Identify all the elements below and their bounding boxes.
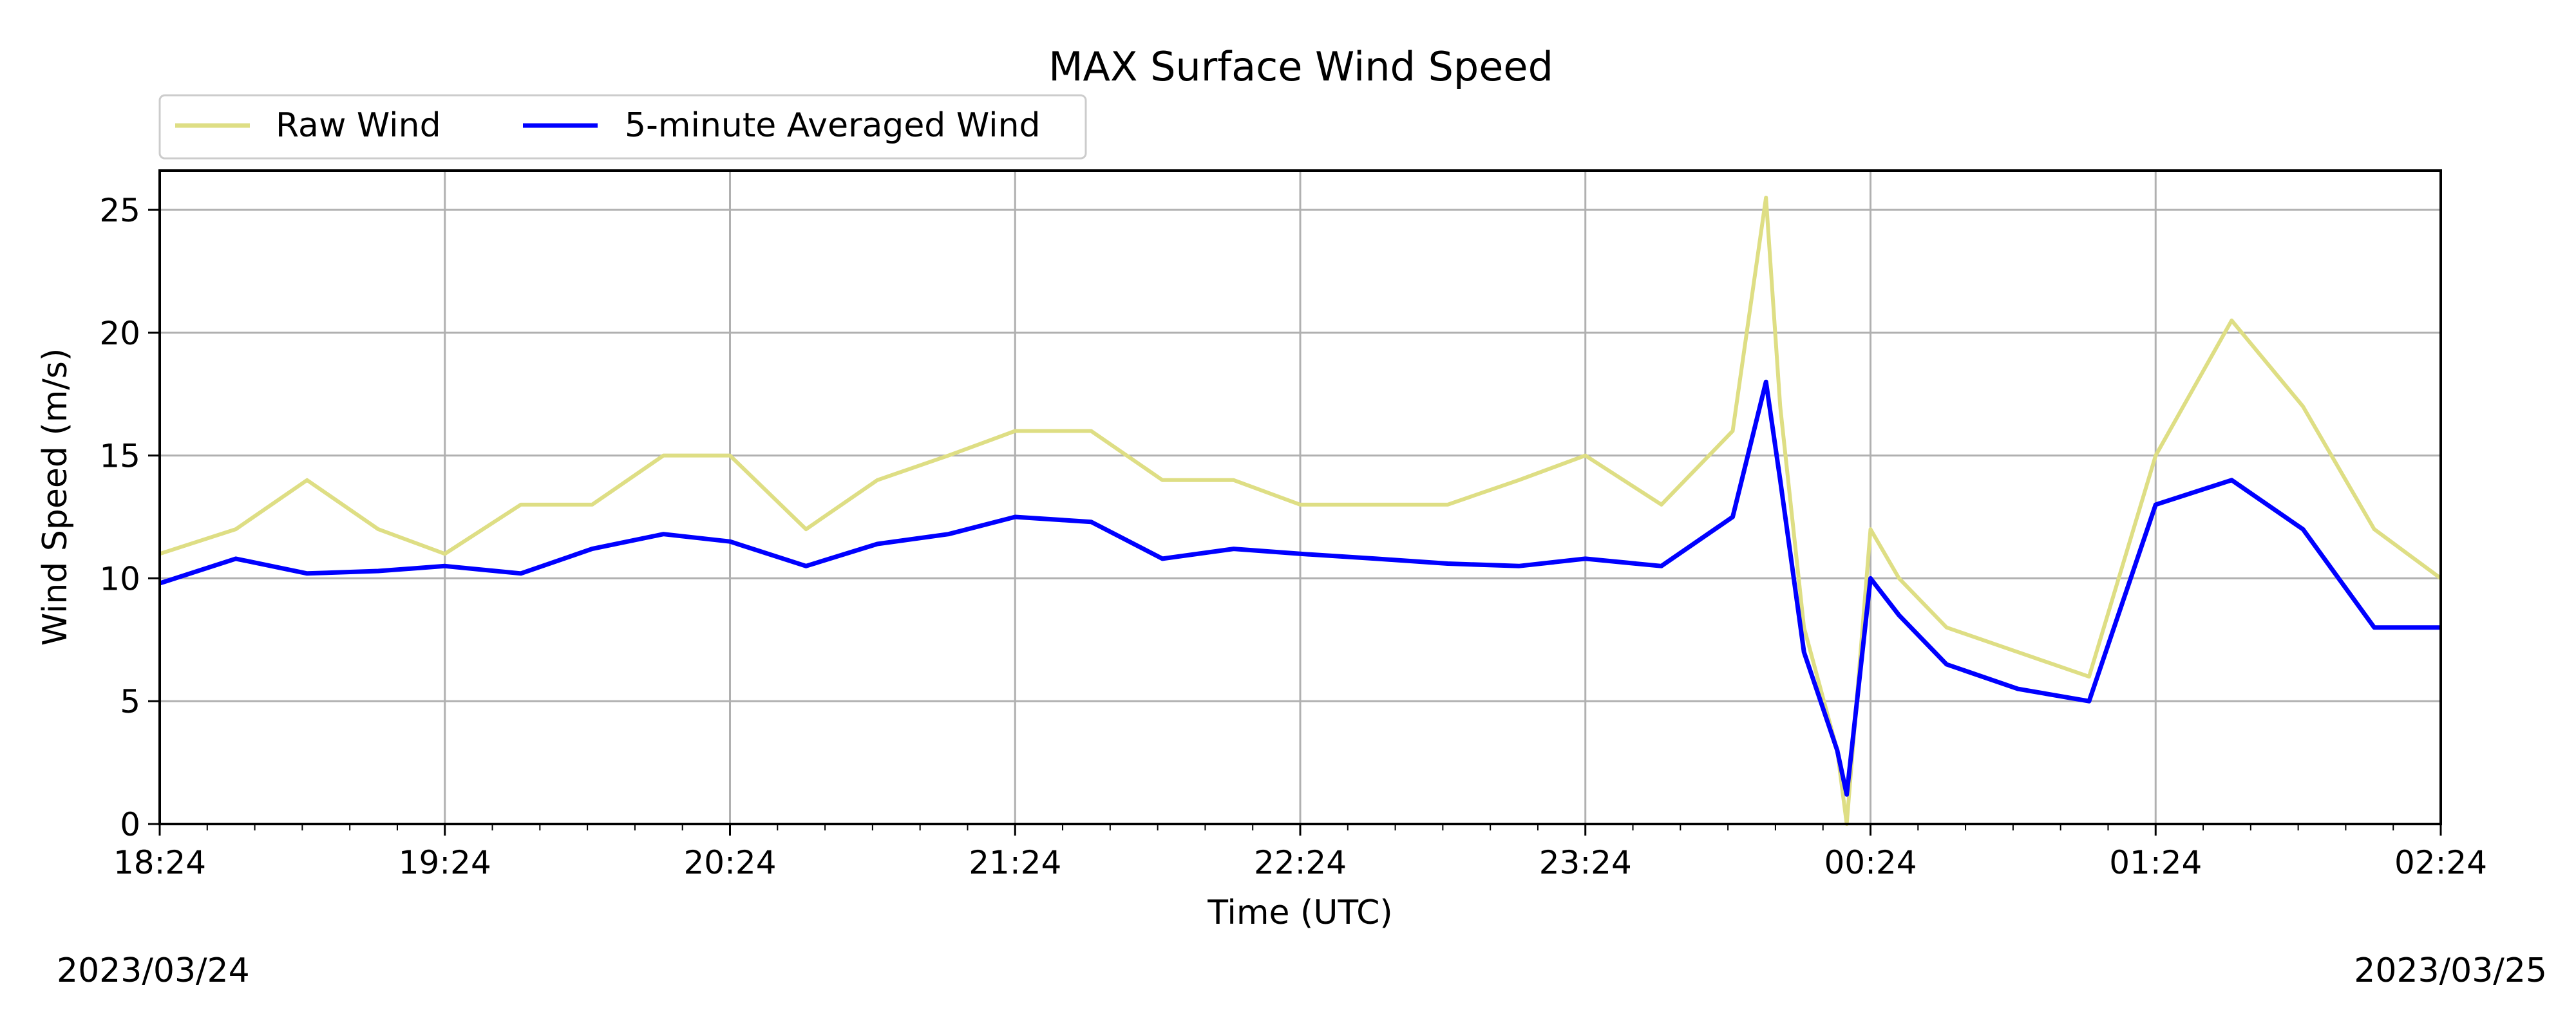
y-tick-label: 25 bbox=[99, 192, 140, 229]
x-axis: 18:24 19:24 20:24 21:24 22:24 23:24 00:24 01:24… bbox=[113, 824, 2487, 881]
x-tick-label: 21:24 bbox=[969, 844, 1061, 881]
y-tick-label: 0 bbox=[120, 806, 140, 843]
averaged-wind-line bbox=[158, 379, 2441, 797]
legend-label-averaged-wind: 5-minute Averaged Wind bbox=[625, 106, 1041, 145]
x-tick-label: 01:24 bbox=[2109, 844, 2202, 881]
start-date-label: 2023/03/24 bbox=[57, 951, 250, 990]
x-tick-label: 19:24 bbox=[399, 844, 491, 881]
chart-title: MAX Surface Wind Speed bbox=[1048, 43, 1553, 90]
legend-box bbox=[158, 94, 1087, 160]
y-tick-label: 10 bbox=[99, 560, 140, 597]
y-axis-title: Wind Speed (m/s) bbox=[36, 348, 75, 646]
x-tick-label: 00:24 bbox=[1824, 844, 1917, 881]
x-tick-label: 20:24 bbox=[683, 844, 776, 881]
x-axis-title: Time (UTC) bbox=[1207, 894, 1392, 932]
y-tick-label: 20 bbox=[99, 315, 140, 352]
x-tick-label: 22:24 bbox=[1254, 844, 1347, 881]
y-axis: 0 5 10 15 20 25 bbox=[99, 192, 160, 843]
y-tick-label: 5 bbox=[120, 683, 140, 720]
x-tick-label: 23:24 bbox=[1539, 844, 1632, 881]
y-tick-label: 15 bbox=[99, 438, 140, 475]
grid bbox=[158, 171, 2442, 824]
x-tick-label: 02:24 bbox=[2394, 844, 2487, 881]
x-tick-label: 18:24 bbox=[113, 844, 206, 881]
raw-wind-line bbox=[159, 196, 2442, 826]
end-date-label: 2023/03/25 bbox=[2354, 951, 2547, 990]
averaged-wind-series bbox=[158, 379, 2441, 797]
legend-label-raw-wind: Raw Wind bbox=[276, 106, 441, 145]
legend: Raw Wind 5-minute Averaged Wind bbox=[158, 94, 1087, 160]
raw-wind-series bbox=[159, 196, 2442, 826]
